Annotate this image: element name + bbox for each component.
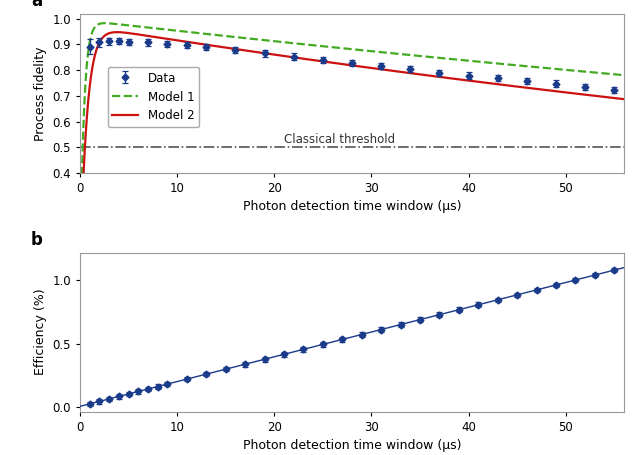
Y-axis label: Efficiency (%): Efficiency (%) (34, 289, 47, 375)
Y-axis label: Process fidelity: Process fidelity (34, 46, 47, 141)
X-axis label: Photon detection time window (μs): Photon detection time window (μs) (243, 440, 461, 452)
Model 2 (620, 96, 628, 102)
Legend: Data, Model 1, Model 2: Data, Model 1, Model 2 (108, 67, 199, 127)
Line: Model 1: Model 1 (80, 23, 624, 269)
Model 1 (604, 71, 612, 76)
Text: Classical threshold: Classical threshold (284, 133, 395, 147)
X-axis label: Photon detection time window (μs): Photon detection time window (μs) (243, 201, 461, 213)
Model 1 (104, 20, 112, 26)
Model 2 (505, 83, 513, 88)
Model 2 (104, 31, 112, 36)
Line: Model 2: Model 2 (80, 32, 624, 272)
Text: a: a (31, 0, 42, 10)
Model 1 (605, 71, 612, 76)
Model 2 (341, 62, 349, 67)
Model 2 (604, 95, 612, 100)
Model 1 (505, 62, 513, 67)
Model 1 (100, 20, 108, 26)
Model 2 (605, 95, 612, 100)
Model 1 (326, 44, 334, 50)
Model 2 (113, 30, 121, 35)
Model 1 (341, 46, 349, 51)
Model 2 (76, 269, 84, 275)
Text: b: b (31, 231, 43, 249)
Model 2 (326, 60, 334, 65)
Model 1 (620, 72, 628, 78)
Model 1 (76, 267, 84, 272)
